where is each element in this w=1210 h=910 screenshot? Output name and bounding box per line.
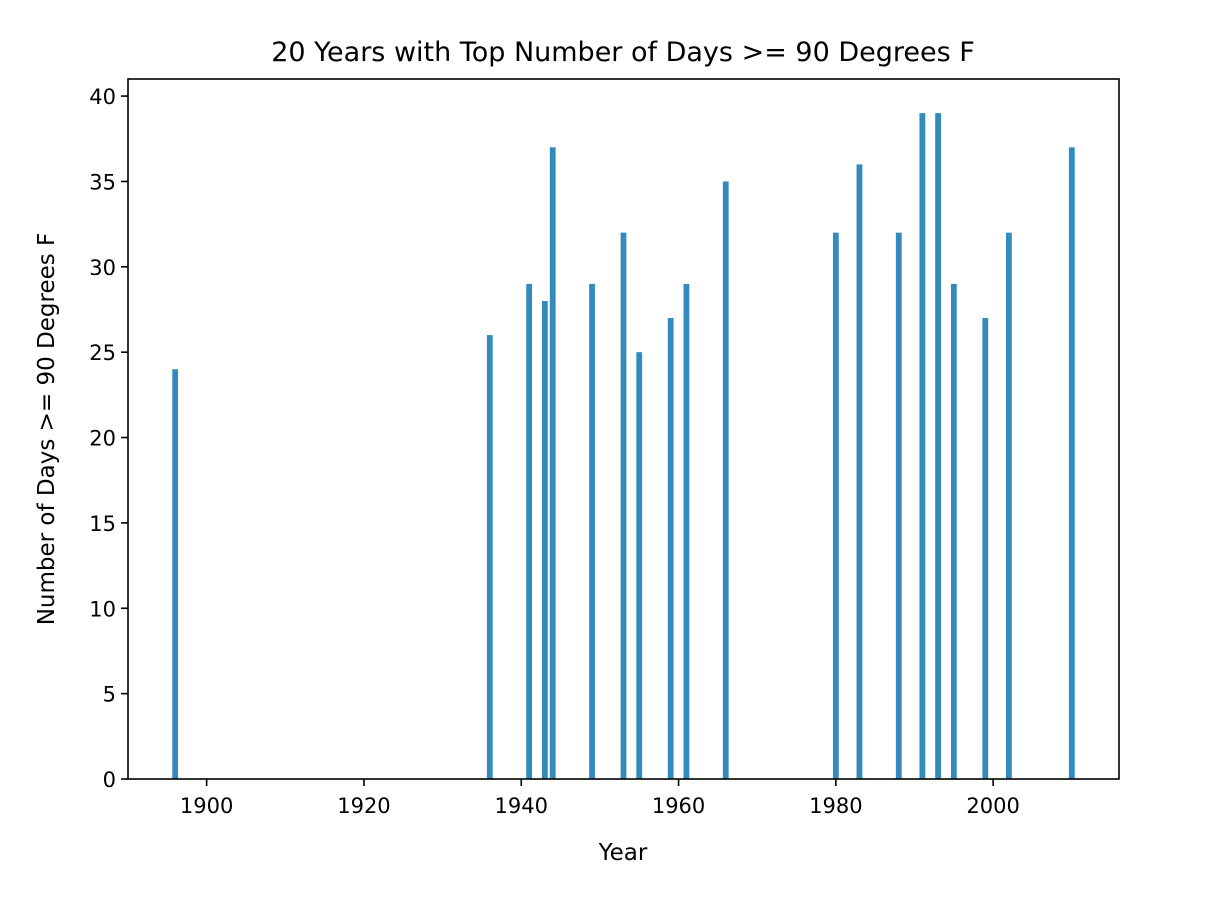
y-tick-label-35: 35: [89, 170, 116, 194]
x-tick-label-1920: 1920: [337, 794, 390, 818]
y-tick-label-20: 20: [89, 427, 116, 451]
bar-1993: [935, 113, 942, 779]
plot-frame: [127, 78, 1120, 780]
x-tick-label-1900: 1900: [180, 794, 233, 818]
x-tick-label-1940: 1940: [495, 794, 548, 818]
bar-1980: [832, 232, 839, 779]
bar-1896: [172, 369, 179, 779]
x-tick-label-2000: 2000: [966, 794, 1019, 818]
bar-1959: [667, 318, 674, 779]
bar-1988: [895, 232, 902, 779]
bar-1966: [722, 181, 729, 779]
bar-1941: [526, 283, 533, 779]
bar-1991: [919, 113, 926, 779]
bars-group: [172, 113, 1075, 780]
y-tick-label-10: 10: [89, 597, 116, 621]
x-tick-label-1960: 1960: [652, 794, 705, 818]
bar-1999: [982, 318, 989, 779]
chart-title: 20 Years with Top Number of Days >= 90 D…: [271, 37, 975, 68]
y-tick-label-25: 25: [89, 341, 116, 365]
bar-1936: [486, 335, 493, 779]
bar-1983: [856, 164, 863, 780]
y-tick-label-40: 40: [89, 85, 116, 109]
y-tick-label-5: 5: [103, 683, 116, 707]
bar-2002: [1005, 232, 1012, 779]
bar-1944: [549, 147, 556, 780]
y-tick-label-30: 30: [89, 256, 116, 280]
bar-1953: [620, 232, 627, 779]
x-tick-label-1980: 1980: [809, 794, 862, 818]
x-axis-ticks: 1900 1920 1940 1960 1980 2000: [180, 779, 1020, 818]
bar-1943: [541, 300, 548, 779]
y-axis-label: Number of Days >= 90 Degrees F: [34, 233, 60, 626]
y-tick-label-0: 0: [103, 768, 116, 792]
x-axis-label: Year: [598, 840, 648, 866]
y-axis-ticks: 0 5 10 15 20 25 30 35 40: [89, 85, 128, 792]
bar-1995: [950, 283, 957, 779]
bar-1955: [636, 352, 643, 779]
y-tick-label-15: 15: [89, 512, 116, 536]
bar-2010: [1068, 147, 1075, 780]
bar-1961: [683, 283, 690, 779]
bar-1949: [589, 283, 595, 779]
